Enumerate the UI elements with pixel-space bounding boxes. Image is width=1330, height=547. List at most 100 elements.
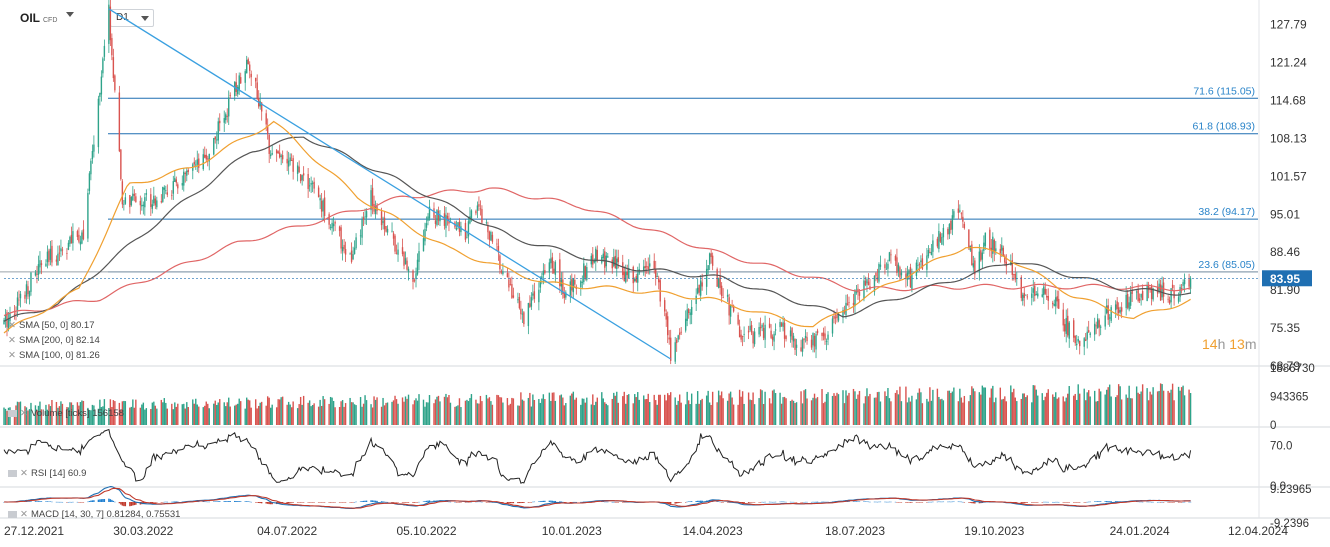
macd-histogram-bar xyxy=(371,500,374,503)
macd-histogram-bar xyxy=(28,501,31,503)
volume-bar xyxy=(699,400,702,425)
macd-histogram-bar xyxy=(70,501,73,503)
volume-bar xyxy=(1041,393,1043,425)
candle-body xyxy=(352,254,354,260)
volume-bar xyxy=(436,396,438,425)
candle-body xyxy=(404,258,407,265)
candle-body xyxy=(959,210,961,212)
macd-histogram-bar xyxy=(1022,502,1024,503)
macd-histogram-bar xyxy=(412,502,414,503)
candle-body xyxy=(1168,299,1171,304)
volume-bar xyxy=(114,401,116,425)
volume-bar xyxy=(151,402,154,425)
macd-histogram-bar xyxy=(825,501,828,503)
volume-bar xyxy=(329,396,332,425)
macd-histogram-bar xyxy=(783,501,786,503)
macd-histogram-bar xyxy=(268,502,270,505)
macd-histogram-bar xyxy=(353,501,356,503)
macd-histogram-bar xyxy=(917,502,919,503)
candle-body xyxy=(623,271,625,282)
volume-bar xyxy=(647,393,649,425)
candle-body xyxy=(720,285,723,296)
volume-bar xyxy=(831,395,834,425)
macd-histogram-bar xyxy=(165,501,167,503)
macd-histogram-bar xyxy=(942,501,945,503)
legend-sma200[interactable]: ✕ SMA [200, 0] 82.14 xyxy=(8,335,100,346)
candle-body xyxy=(254,77,257,82)
macd-histogram-bar xyxy=(960,501,963,503)
macd-histogram-bar xyxy=(560,501,563,503)
macd-histogram-bar xyxy=(667,502,669,504)
volume-bar xyxy=(523,400,525,425)
volume-bar xyxy=(124,401,127,425)
candle-body xyxy=(481,209,483,223)
legend-rsi[interactable]: ✕ RSI [14] 60.9 xyxy=(8,468,86,479)
macd-histogram-bar xyxy=(174,501,176,503)
macd-histogram-bar xyxy=(623,502,625,503)
macd-histogram-bar xyxy=(299,502,302,503)
macd-histogram-bar xyxy=(698,500,700,503)
volume-bar xyxy=(18,402,20,425)
close-icon[interactable]: ✕ xyxy=(20,509,28,520)
candle-body xyxy=(187,169,189,173)
volume-bar xyxy=(181,404,183,425)
volume-bar xyxy=(1183,395,1186,425)
candle-body xyxy=(499,255,501,270)
macd-histogram-bar xyxy=(508,502,510,504)
macd-histogram-bar xyxy=(968,502,970,503)
legend-sma100[interactable]: ✕ SMA [100, 0] 81.26 xyxy=(8,350,100,361)
volume-bar xyxy=(875,397,877,425)
candle-body xyxy=(831,318,834,334)
volume-bar xyxy=(752,392,754,425)
candle-body xyxy=(613,257,615,266)
close-icon[interactable]: ✕ xyxy=(8,320,16,331)
trendline-line[interactable] xyxy=(108,8,672,360)
volume-bar xyxy=(1020,398,1022,425)
volume-bar xyxy=(542,394,545,425)
volume-bar xyxy=(791,399,793,425)
volume-bar xyxy=(376,397,378,425)
volume-bar xyxy=(517,405,519,425)
close-icon[interactable]: ✕ xyxy=(8,350,16,361)
candle-body xyxy=(48,250,50,262)
candle-body xyxy=(593,260,595,263)
volume-bar xyxy=(698,403,700,425)
macd-histogram-bar xyxy=(867,501,870,503)
volume-bar xyxy=(277,399,279,425)
volume-bar xyxy=(989,397,991,425)
close-icon[interactable]: ✕ xyxy=(20,468,28,479)
candle-body xyxy=(607,256,609,258)
macd-histogram-bar xyxy=(36,501,38,503)
volume-bar xyxy=(266,396,269,425)
volume-bar xyxy=(1046,392,1048,425)
candle-body xyxy=(1043,286,1045,296)
macd-histogram-bar xyxy=(533,501,536,503)
volume-bar xyxy=(659,394,661,425)
volume-bar xyxy=(604,402,606,425)
candle-body xyxy=(1116,301,1118,309)
candle-body xyxy=(226,115,228,117)
legend-volume[interactable]: ✕ Volume [ticks] 156158 xyxy=(8,408,124,419)
chevron-down-icon[interactable] xyxy=(66,12,74,17)
legend-macd[interactable]: ✕ MACD [14, 30, 7] 0.81284, 0.75531 xyxy=(8,509,180,520)
macd-histogram-bar xyxy=(313,502,315,503)
volume-bar xyxy=(481,401,483,425)
candle-body xyxy=(79,241,82,245)
legend-sma50[interactable]: ✕ SMA [50, 0] 80.17 xyxy=(8,320,95,331)
macd-histogram-bar xyxy=(40,501,43,503)
candle-body xyxy=(120,149,122,180)
candle-body xyxy=(349,253,351,255)
close-icon[interactable]: ✕ xyxy=(8,335,16,346)
macd-histogram-bar xyxy=(334,502,336,503)
volume-bar xyxy=(623,391,625,425)
volume-bar xyxy=(729,391,732,425)
macd-histogram-bar xyxy=(909,502,912,503)
macd-histogram-bar xyxy=(286,502,288,504)
close-icon[interactable]: ✕ xyxy=(20,408,28,419)
symbol-selector[interactable]: OIL CFD xyxy=(20,11,57,25)
date-tick-label: 10.01.2023 xyxy=(542,524,602,538)
candle-body xyxy=(846,303,849,306)
volume-bar xyxy=(144,409,146,425)
macd-histogram-bar xyxy=(78,502,80,503)
